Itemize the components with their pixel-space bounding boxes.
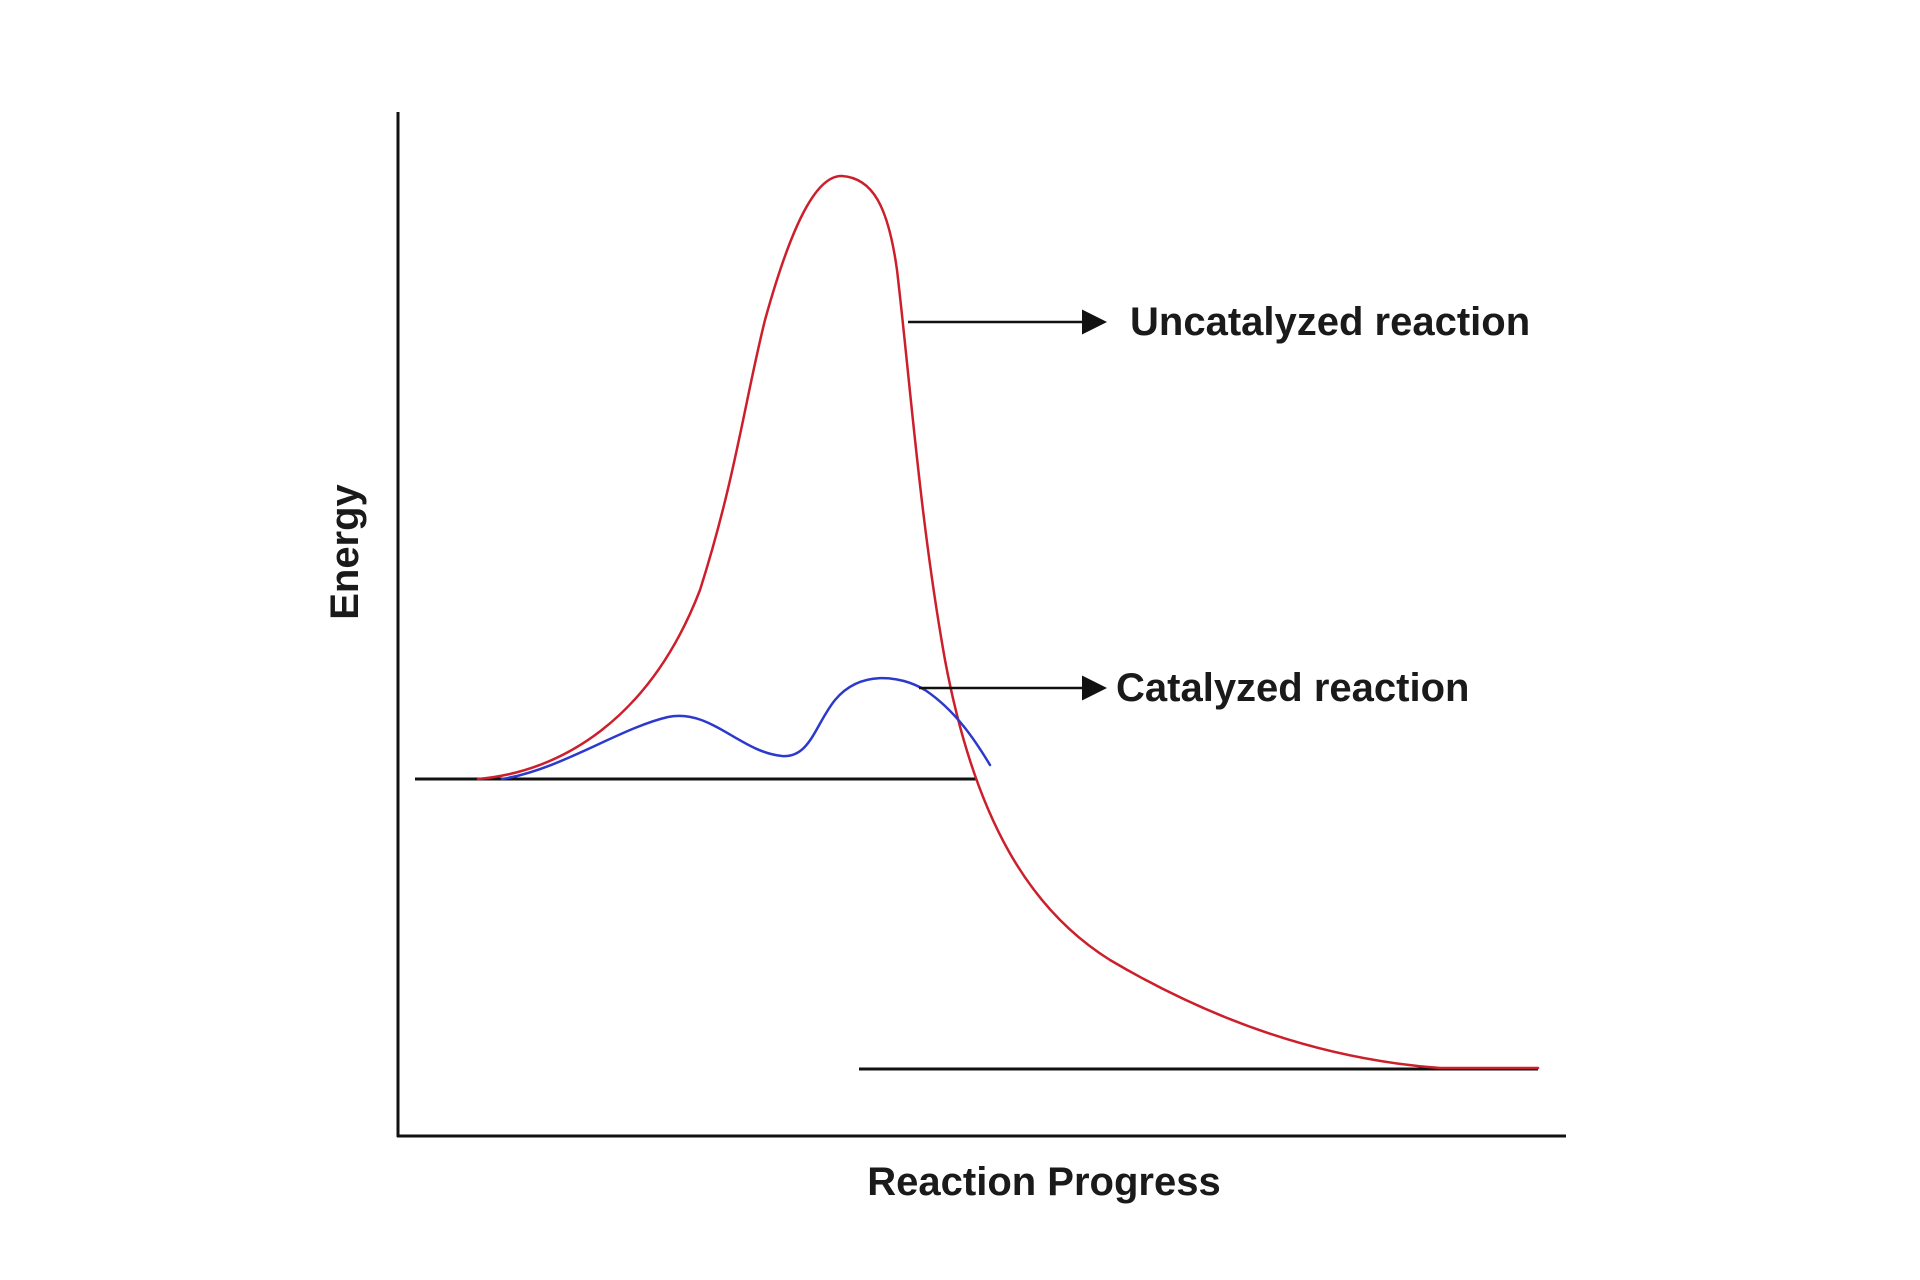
uncatalyzed-curve: [476, 174, 1540, 1070]
x-axis-label: Reaction Progress: [867, 1160, 1220, 1204]
catalyzed-curve: [500, 676, 992, 781]
catalyzed-label: Catalyzed reaction: [1116, 666, 1469, 710]
uncatalyzed-label: Uncatalyzed reaction: [1130, 300, 1530, 344]
y-axis-label: Energy: [323, 483, 367, 619]
